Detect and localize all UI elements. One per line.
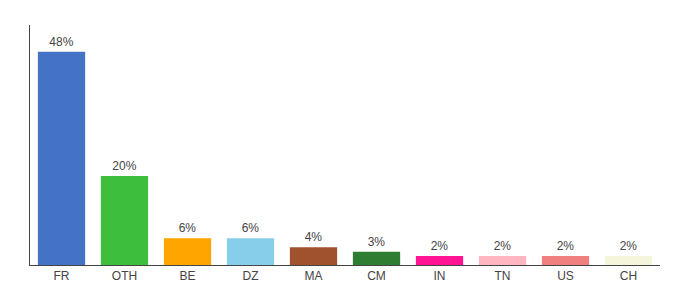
svg-text:3%: 3%	[368, 235, 386, 249]
svg-text:6%: 6%	[242, 221, 260, 235]
svg-text:2%: 2%	[494, 239, 512, 253]
svg-text:2%: 2%	[620, 239, 638, 253]
svg-text:6%: 6%	[179, 221, 197, 235]
svg-text:CM: CM	[367, 269, 386, 283]
svg-text:4%: 4%	[305, 230, 323, 244]
svg-text:TN: TN	[495, 269, 511, 283]
svg-text:48%: 48%	[49, 35, 73, 49]
svg-text:2%: 2%	[431, 239, 449, 253]
svg-text:20%: 20%	[112, 159, 136, 173]
svg-text:2%: 2%	[557, 239, 575, 253]
svg-text:MA: MA	[305, 269, 323, 283]
svg-text:FR: FR	[54, 269, 70, 283]
svg-text:BE: BE	[179, 269, 195, 283]
svg-text:OTH: OTH	[112, 269, 137, 283]
svg-text:IN: IN	[434, 269, 446, 283]
svg-text:DZ: DZ	[243, 269, 259, 283]
svg-text:CH: CH	[620, 269, 637, 283]
svg-text:US: US	[557, 269, 574, 283]
